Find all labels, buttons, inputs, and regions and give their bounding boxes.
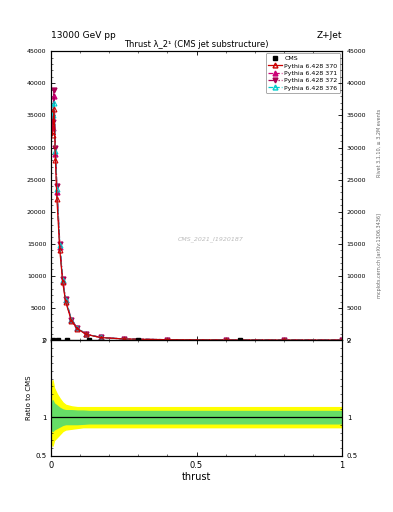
Text: Rivet 3.1.10, ≥ 3.2M events: Rivet 3.1.10, ≥ 3.2M events bbox=[377, 109, 382, 178]
X-axis label: thrust: thrust bbox=[182, 472, 211, 482]
Y-axis label: Ratio to CMS: Ratio to CMS bbox=[26, 376, 32, 420]
Text: Z+Jet: Z+Jet bbox=[316, 31, 342, 40]
Text: mcplots.cern.ch [arXiv:1306.3436]: mcplots.cern.ch [arXiv:1306.3436] bbox=[377, 214, 382, 298]
Legend: CMS, Pythia 6.428 370, Pythia 6.428 371, Pythia 6.428 372, Pythia 6.428 376: CMS, Pythia 6.428 370, Pythia 6.428 371,… bbox=[266, 53, 340, 93]
Text: 13000 GeV pp: 13000 GeV pp bbox=[51, 31, 116, 40]
Text: CMS_2021_I1920187: CMS_2021_I1920187 bbox=[178, 236, 244, 242]
Title: Thrust λ_2¹ (CMS jet substructure): Thrust λ_2¹ (CMS jet substructure) bbox=[124, 40, 269, 49]
